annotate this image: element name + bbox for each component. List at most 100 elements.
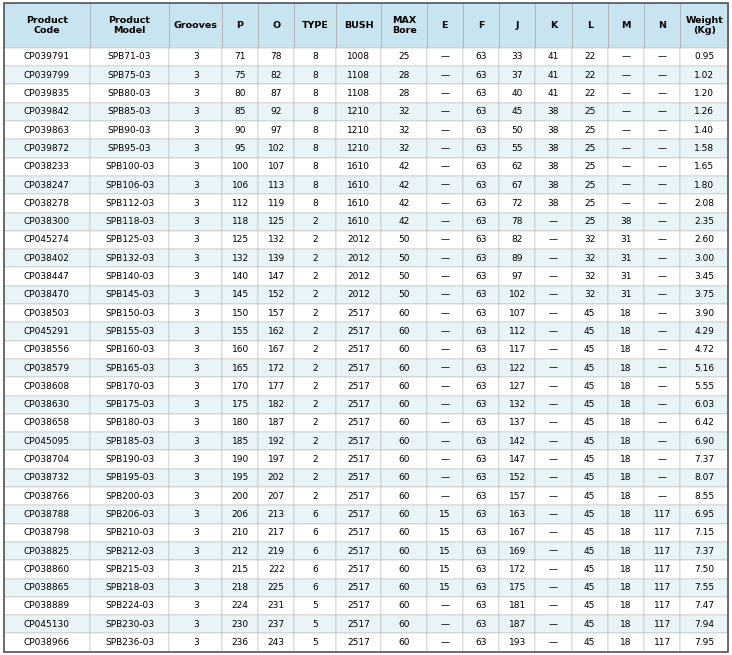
Bar <box>608 231 644 249</box>
Bar <box>644 560 680 578</box>
Text: 18: 18 <box>620 546 632 555</box>
Bar <box>572 377 608 396</box>
Bar <box>222 231 258 249</box>
Bar <box>644 84 680 103</box>
Bar <box>499 451 535 469</box>
Bar <box>90 469 169 487</box>
Bar <box>222 396 258 414</box>
Bar <box>4 304 90 322</box>
Text: 3.00: 3.00 <box>694 253 714 263</box>
Text: 1108: 1108 <box>347 89 370 98</box>
Bar <box>258 304 294 322</box>
Text: 1610: 1610 <box>347 217 370 226</box>
Bar <box>169 451 222 469</box>
Text: —: — <box>658 253 667 263</box>
Bar <box>535 505 572 523</box>
Text: 2: 2 <box>313 492 318 500</box>
Bar <box>644 578 680 597</box>
Bar <box>294 615 336 633</box>
Text: 18: 18 <box>620 437 632 446</box>
Text: 63: 63 <box>475 217 487 226</box>
Bar <box>294 249 336 267</box>
Bar <box>258 176 294 195</box>
Text: 137: 137 <box>509 419 526 428</box>
Text: 2517: 2517 <box>347 437 370 446</box>
Text: 45: 45 <box>584 583 595 592</box>
Text: 60: 60 <box>398 364 410 373</box>
Text: SPB80-03: SPB80-03 <box>108 89 152 98</box>
Text: 60: 60 <box>398 400 410 409</box>
Bar <box>427 140 463 158</box>
Text: 117: 117 <box>654 583 671 592</box>
Bar <box>169 84 222 103</box>
Text: 78: 78 <box>271 52 282 62</box>
Text: —: — <box>441 364 449 373</box>
Text: 2012: 2012 <box>348 253 370 263</box>
Text: 67: 67 <box>512 181 523 189</box>
Bar <box>463 84 499 103</box>
Bar <box>608 249 644 267</box>
Text: 187: 187 <box>268 419 285 428</box>
Bar <box>90 451 169 469</box>
Text: 2: 2 <box>313 217 318 226</box>
Text: 122: 122 <box>509 364 526 373</box>
Text: 63: 63 <box>475 419 487 428</box>
Bar <box>427 267 463 286</box>
Text: —: — <box>549 583 558 592</box>
Text: 117: 117 <box>654 529 671 537</box>
Text: 8: 8 <box>313 126 318 135</box>
Text: 7.55: 7.55 <box>694 583 714 592</box>
Bar <box>294 597 336 615</box>
Bar <box>169 103 222 121</box>
Bar <box>644 140 680 158</box>
Bar <box>680 615 728 633</box>
Bar <box>572 158 608 176</box>
Bar <box>499 304 535 322</box>
Bar <box>169 231 222 249</box>
Text: 82: 82 <box>512 235 523 244</box>
Text: SPB175-03: SPB175-03 <box>105 400 154 409</box>
Bar <box>463 560 499 578</box>
Text: 45: 45 <box>584 474 595 482</box>
Bar <box>427 322 463 341</box>
Bar <box>294 560 336 578</box>
Bar <box>336 505 381 523</box>
Bar <box>169 121 222 140</box>
Text: 102: 102 <box>509 290 526 299</box>
Bar <box>258 560 294 578</box>
Text: 18: 18 <box>620 400 632 409</box>
Text: 38: 38 <box>620 217 632 226</box>
Text: 50: 50 <box>398 235 410 244</box>
Bar <box>258 140 294 158</box>
Text: —: — <box>621 126 630 135</box>
Bar <box>336 158 381 176</box>
Bar <box>644 158 680 176</box>
Bar <box>336 212 381 231</box>
Text: 32: 32 <box>584 290 595 299</box>
Text: 63: 63 <box>475 638 487 647</box>
Text: 60: 60 <box>398 565 410 574</box>
Bar <box>427 158 463 176</box>
Text: 2: 2 <box>313 419 318 428</box>
Bar <box>463 597 499 615</box>
Text: —: — <box>621 89 630 98</box>
Text: 1.40: 1.40 <box>695 126 714 135</box>
Text: 1210: 1210 <box>347 144 370 153</box>
Bar <box>4 121 90 140</box>
Text: 1108: 1108 <box>347 71 370 80</box>
Bar <box>222 523 258 542</box>
Bar <box>535 578 572 597</box>
Bar <box>258 615 294 633</box>
Text: J: J <box>515 21 519 30</box>
Bar <box>336 523 381 542</box>
Bar <box>294 341 336 359</box>
Text: 18: 18 <box>620 345 632 354</box>
Bar <box>294 487 336 505</box>
Bar <box>427 578 463 597</box>
Bar <box>258 231 294 249</box>
Bar <box>499 267 535 286</box>
Bar <box>222 195 258 212</box>
Text: MAX
Bore: MAX Bore <box>392 16 417 35</box>
Bar <box>258 158 294 176</box>
Text: 160: 160 <box>231 345 249 354</box>
